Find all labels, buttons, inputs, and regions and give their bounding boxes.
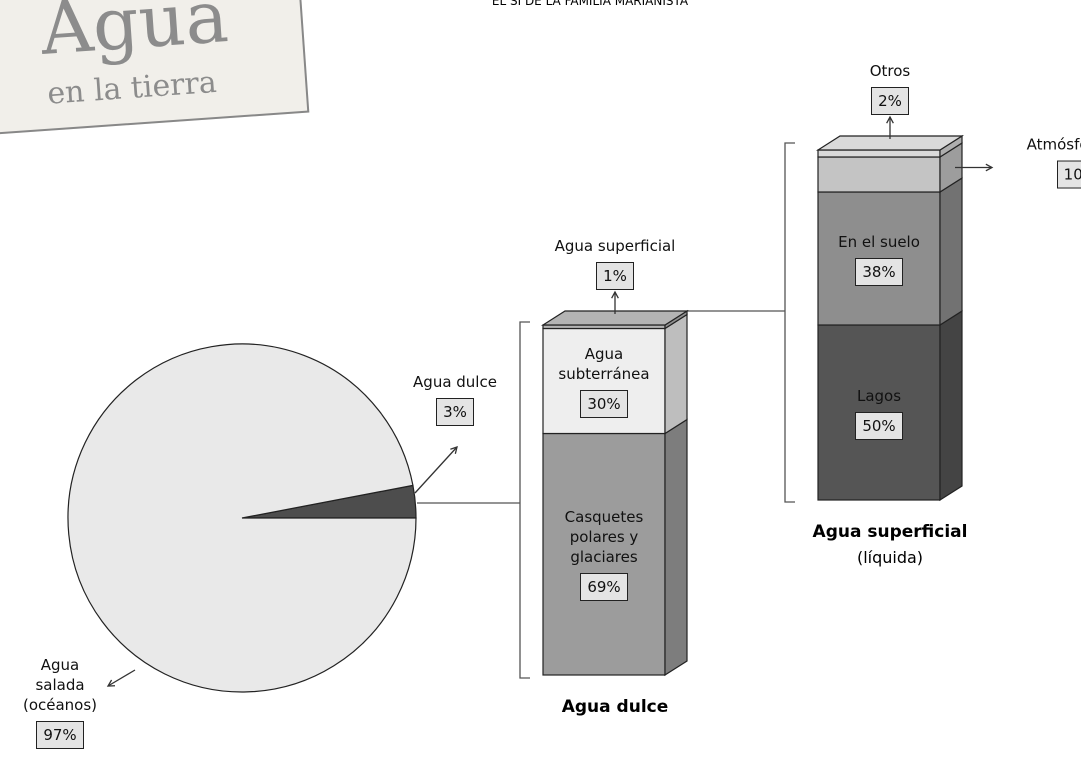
bar-segment bbox=[817, 191, 941, 326]
label-name: Lagos bbox=[856, 386, 902, 405]
bracket bbox=[784, 142, 795, 503]
header: EL SI DE LA FAMILIA MARIANISTA bbox=[491, 0, 689, 8]
arrow-head bbox=[450, 445, 458, 454]
value-label: 1% bbox=[596, 262, 634, 290]
bar-segment bbox=[817, 149, 941, 158]
arrow-head bbox=[886, 115, 894, 124]
label-name: Casquetes polares y glaciares bbox=[564, 508, 644, 567]
bar-segment bbox=[817, 156, 941, 193]
value-label: 2% bbox=[871, 87, 909, 115]
label-name: En el suelo bbox=[838, 232, 920, 251]
label-name: Agua superficial bbox=[554, 237, 676, 255]
segment-label: Agua subterránea 30% bbox=[548, 344, 660, 418]
bar-segment bbox=[542, 432, 666, 676]
label-name: Agua salada (océanos) bbox=[22, 656, 98, 714]
pie-slice bbox=[67, 343, 417, 693]
arrow bbox=[107, 669, 136, 687]
segment-label: Atmósfera 10% bbox=[994, 134, 1081, 189]
value-label: 97% bbox=[36, 721, 84, 749]
bar-side bbox=[664, 418, 688, 677]
bracket bbox=[519, 321, 530, 679]
value-label: 30% bbox=[580, 390, 628, 418]
segment-label: Casquetes polares y glaciares 69% bbox=[548, 507, 660, 602]
value-label: 38% bbox=[855, 257, 903, 286]
bar-side bbox=[664, 313, 688, 435]
bar-top bbox=[815, 135, 965, 151]
segment-label: Agua salada (océanos) 97% bbox=[15, 655, 105, 749]
label-name: Otros bbox=[869, 62, 911, 80]
value-label: 3% bbox=[436, 398, 474, 426]
bar-side bbox=[939, 309, 963, 502]
value-label: 50% bbox=[855, 411, 903, 440]
arrow bbox=[414, 446, 458, 494]
segment-label: Otros 2% bbox=[790, 61, 990, 115]
bar-segment bbox=[542, 327, 666, 435]
bar-subtitle: (líquida) bbox=[856, 548, 924, 567]
arrow-head bbox=[106, 679, 116, 687]
bar-title: Agua superficial bbox=[812, 522, 968, 542]
segment-label: En el suelo 38% bbox=[823, 232, 935, 286]
bar-title: Agua dulce bbox=[561, 697, 669, 717]
value-label: 69% bbox=[580, 573, 628, 602]
label-name: Agua subterránea bbox=[558, 345, 650, 383]
arrow-head bbox=[611, 290, 619, 299]
bar-side bbox=[939, 176, 963, 327]
bar-top bbox=[540, 310, 690, 326]
segment-label: Agua superficial 1% bbox=[515, 236, 715, 290]
value-label: 10% bbox=[1056, 160, 1081, 189]
segment-label: Agua dulce 3% bbox=[400, 372, 510, 426]
segment-label: Lagos 50% bbox=[823, 386, 935, 440]
label-name: Agua dulce bbox=[413, 373, 497, 391]
label-name: Atmósfera bbox=[1026, 135, 1081, 154]
arrow-head bbox=[985, 163, 994, 172]
